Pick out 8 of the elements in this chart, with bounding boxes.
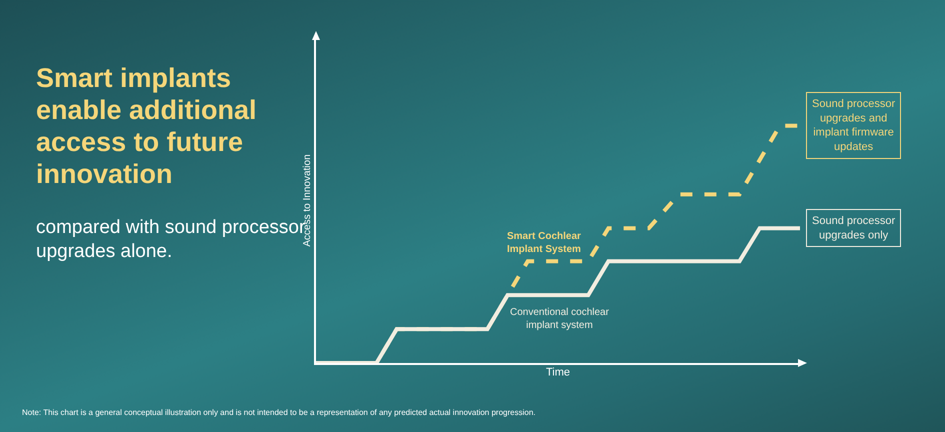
text: Sound processor upgrades and implant firmware updates xyxy=(812,98,896,153)
series-label: Conventional cochlear implant system xyxy=(510,307,610,331)
text: Note: This chart is a general conceptual illustration only and is not intended to be a representation of any predicted actual innovation progression. xyxy=(22,408,537,417)
y-axis-title: Access to Innovation xyxy=(302,154,313,247)
chart-title: Smart implants enable additional access to future innovation xyxy=(36,63,257,189)
text: Sound processor upgrades only xyxy=(812,215,896,242)
series-label: Smart Cochlear Implant System xyxy=(507,231,582,255)
x-axis-title: Time xyxy=(546,366,570,378)
